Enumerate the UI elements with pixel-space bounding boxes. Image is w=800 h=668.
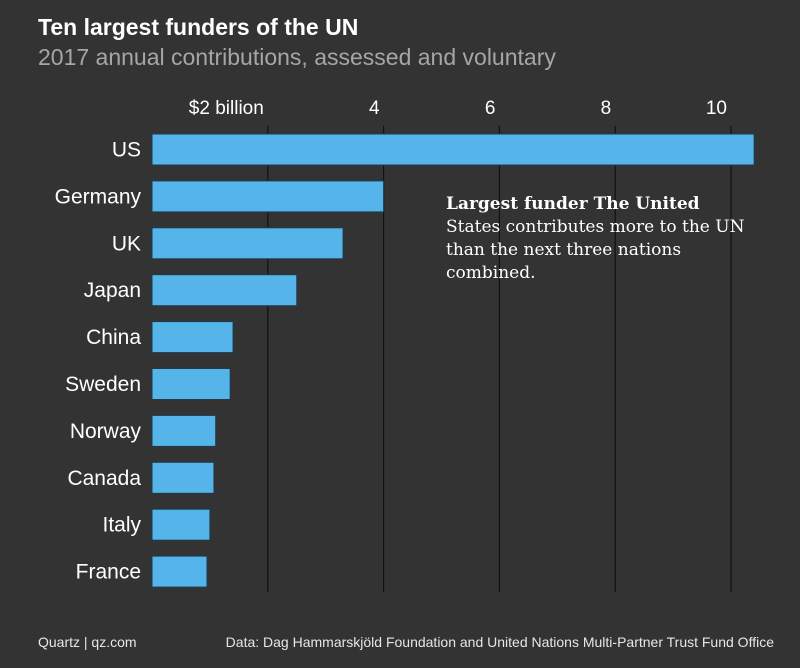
category-label-france: France [76, 561, 141, 584]
category-label-canada: Canada [67, 467, 141, 490]
category-label-norway: Norway [70, 420, 142, 443]
category-label-uk: UK [112, 232, 141, 255]
x-tick-label-10: 10 [706, 98, 727, 119]
bar-china [151, 321, 234, 354]
category-label-sweden: Sweden [65, 373, 141, 396]
annotation-bold: Largest funder The United [446, 194, 700, 214]
bar-italy [151, 508, 211, 541]
category-label-china: China [86, 326, 141, 349]
bar-norway [151, 414, 217, 447]
category-label-us: US [112, 139, 141, 162]
annotation-text: States contributes more to the UN than t… [446, 217, 745, 283]
chart-title: Ten largest funders of the UN [38, 14, 359, 40]
x-tick-label-8: 8 [601, 98, 612, 119]
bar-sweden [151, 368, 231, 400]
x-tick-label-4: 4 [369, 98, 380, 119]
x-tick-label-2: $2 billion [189, 98, 264, 119]
footer-data-credit: Data: Dag Hammarskjöld Foundation and Un… [225, 634, 774, 650]
category-label-italy: Italy [102, 514, 141, 537]
bar-japan [151, 274, 298, 307]
footer-source-brand: Quartz | qz.com [38, 634, 137, 650]
x-tick-label-6: 6 [485, 98, 496, 119]
bar-france [151, 555, 208, 588]
bar-us [151, 133, 755, 166]
bar-canada [151, 461, 215, 494]
category-label-germany: Germany [55, 185, 142, 208]
annotation: Largest funder The United States contrib… [446, 193, 746, 285]
chart-subtitle: 2017 annual contributions, assessed and … [38, 44, 556, 70]
bar-germany [151, 180, 385, 213]
bar-uk [151, 227, 344, 260]
category-label-japan: Japan [84, 279, 141, 302]
